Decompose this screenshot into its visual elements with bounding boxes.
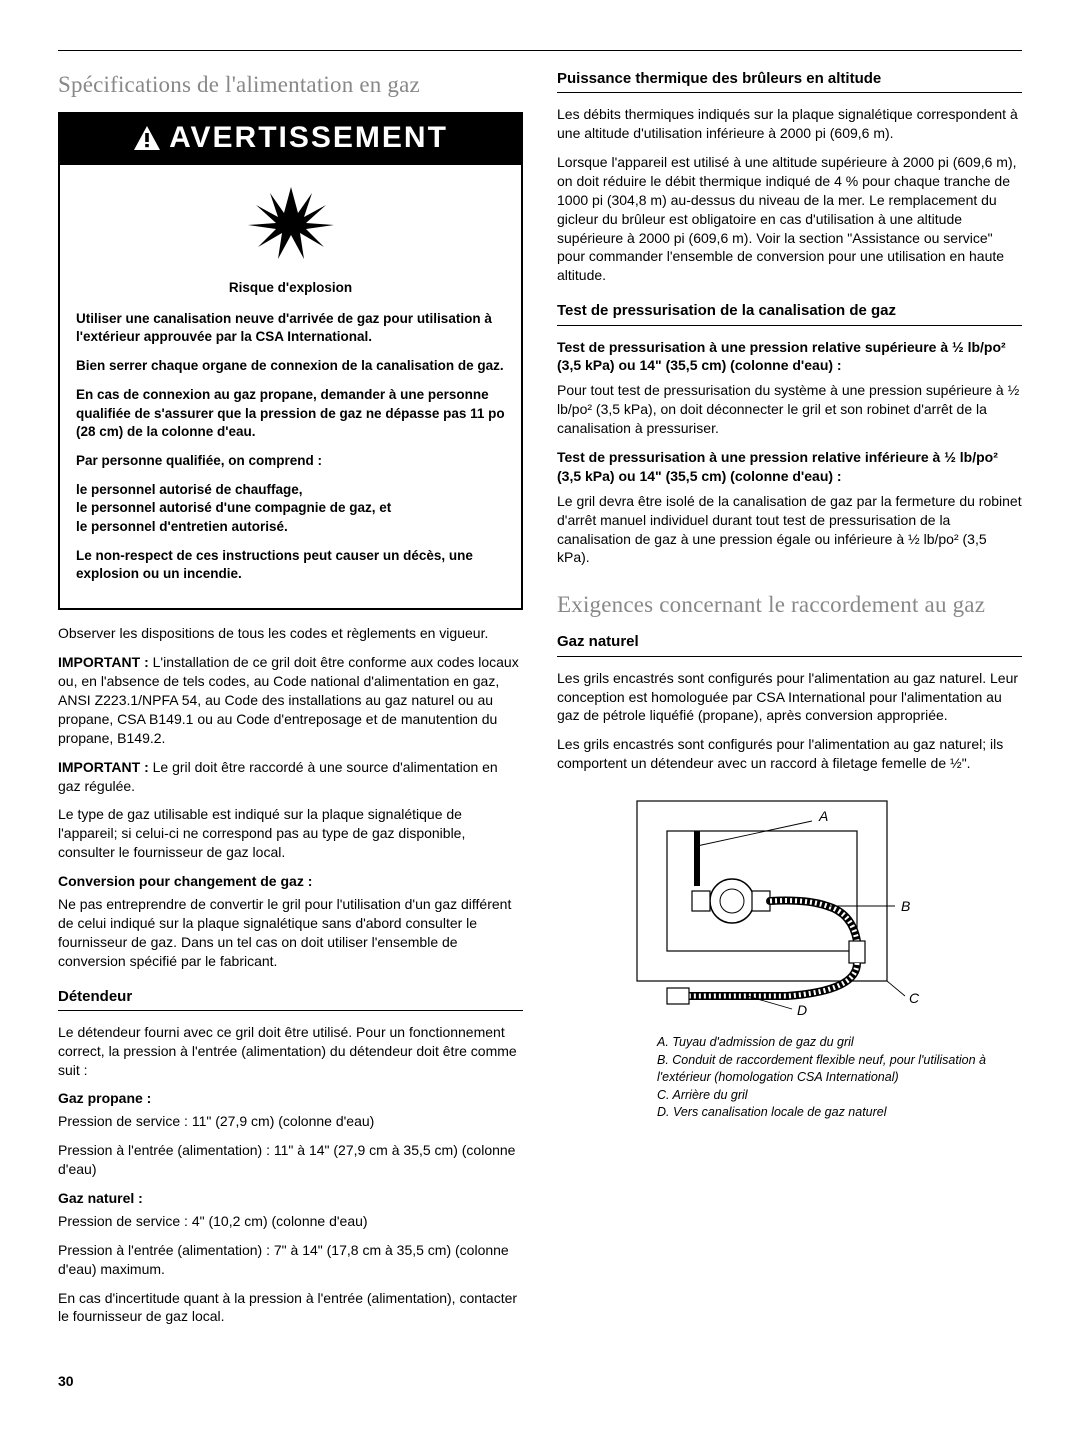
- important-1-lead: IMPORTANT :: [58, 654, 149, 670]
- naturel-2: Pression à l'entrée (alimentation) : 7" …: [58, 1241, 523, 1279]
- presstest-b1: Test de pressurisation à une pression re…: [557, 338, 1022, 376]
- caption-D: D. Vers canalisation locale de gaz natur…: [657, 1104, 1022, 1121]
- presstest-b2: Test de pressurisation à une pression re…: [557, 448, 1022, 486]
- section-title-exigences: Exigences concernant le raccordement au …: [557, 589, 1022, 620]
- warning-triangle-icon: [133, 125, 161, 151]
- section-title-gas-spec: Spécifications de l'alimentation en gaz: [58, 69, 523, 100]
- right-column: Puissance thermique des brûleurs en alti…: [557, 69, 1022, 1336]
- warning-header: AVERTISSEMENT: [60, 114, 521, 165]
- important-1: IMPORTANT : L'installation de ce gril do…: [58, 653, 523, 747]
- important-2: IMPORTANT : Le gril doit être raccordé à…: [58, 758, 523, 796]
- page-number: 30: [58, 1372, 1022, 1391]
- diagram-svg: A B C D: [597, 791, 967, 1021]
- conversion-lead: Conversion pour changement de gaz :: [58, 872, 523, 891]
- caption-A: A. Tuyau d'admission de gaz du gril: [657, 1034, 1022, 1051]
- diagram-caption: A. Tuyau d'admission de gaz du gril B. C…: [657, 1034, 1022, 1121]
- exigences-p1: Les grils encastrés sont configurés pour…: [557, 669, 1022, 726]
- conversion-body: Ne pas entreprendre de convertir le gril…: [58, 895, 523, 971]
- detendeur-intro: Le détendeur fourni avec ce gril doit êt…: [58, 1023, 523, 1080]
- naturel-label: Gaz naturel :: [58, 1189, 523, 1208]
- warning-p4: Par personne qualifiée, on comprend :: [76, 452, 505, 470]
- warning-body: Risque d'explosion Utiliser une canalisa…: [60, 277, 521, 608]
- detendeur-heading: Détendeur: [58, 987, 523, 1011]
- codes-p: Observer les dispositions de tous les co…: [58, 624, 523, 643]
- explosion-icon-area: [60, 165, 521, 278]
- warning-p6: Le non-respect de ces instructions peut …: [76, 547, 505, 583]
- diagram-label-A: A: [818, 808, 828, 824]
- warning-p5: le personnel autorisé de chauffage, le p…: [76, 481, 505, 536]
- diagram-label-D: D: [797, 1002, 807, 1018]
- naturel-1: Pression de service : 4" (10,2 cm) (colo…: [58, 1212, 523, 1231]
- two-column-layout: Spécifications de l'alimentation en gaz …: [58, 69, 1022, 1336]
- presstest-heading: Test de pressurisation de la canalisatio…: [557, 301, 1022, 325]
- gaz-naturel-heading: Gaz naturel: [557, 632, 1022, 656]
- presstest-p1: Pour tout test de pressurisation du syst…: [557, 381, 1022, 438]
- gas-connection-diagram: A B C D A. Tuyau d'admission de gaz du g…: [597, 791, 1022, 1121]
- warning-box: AVERTISSEMENT Risque d'explosion Utilise…: [58, 112, 523, 610]
- caption-C: C. Arrière du gril: [657, 1087, 1022, 1104]
- altitude-heading: Puissance thermique des brûleurs en alti…: [557, 69, 1022, 93]
- important-2-lead: IMPORTANT :: [58, 759, 149, 775]
- diagram-label-B: B: [901, 898, 910, 914]
- left-column: Spécifications de l'alimentation en gaz …: [58, 69, 523, 1336]
- warning-risk-title: Risque d'explosion: [76, 279, 505, 297]
- top-rule: [58, 50, 1022, 51]
- presstest-p2: Le gril devra être isolé de la canalisat…: [557, 492, 1022, 568]
- propane-1: Pression de service : 11" (27,9 cm) (col…: [58, 1112, 523, 1131]
- explosion-icon: [246, 183, 336, 261]
- diagram-label-C: C: [909, 990, 920, 1006]
- warning-label: AVERTISSEMENT: [169, 118, 448, 159]
- warning-p3: En cas de connexion au gaz propane, dema…: [76, 386, 505, 441]
- propane-2: Pression à l'entrée (alimentation) : 11"…: [58, 1141, 523, 1179]
- naturel-contact: En cas d'incertitude quant à la pression…: [58, 1289, 523, 1327]
- altitude-p2: Lorsque l'appareil est utilisé à une alt…: [557, 153, 1022, 285]
- exigences-p2: Les grils encastrés sont configurés pour…: [557, 735, 1022, 773]
- caption-B: B. Conduit de raccordement flexible neuf…: [657, 1052, 1022, 1086]
- altitude-p1: Les débits thermiques indiqués sur la pl…: [557, 105, 1022, 143]
- gas-type-p: Le type de gaz utilisable est indiqué su…: [58, 805, 523, 862]
- warning-p2: Bien serrer chaque organe de connexion d…: [76, 357, 505, 375]
- propane-label: Gaz propane :: [58, 1089, 523, 1108]
- warning-p1: Utiliser une canalisation neuve d'arrivé…: [76, 310, 505, 346]
